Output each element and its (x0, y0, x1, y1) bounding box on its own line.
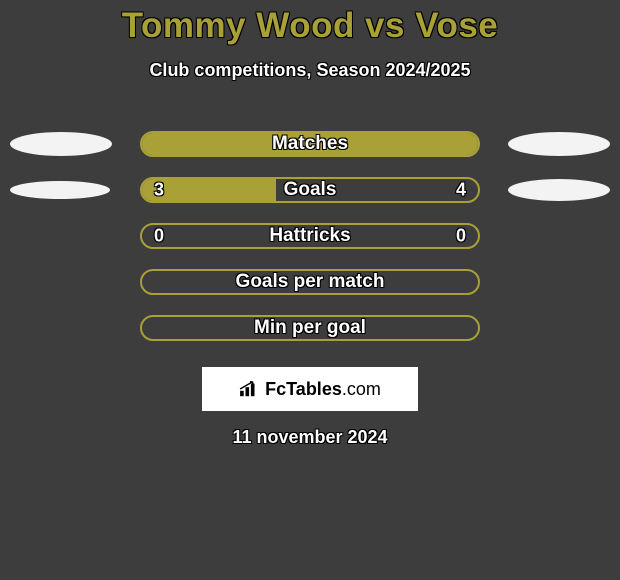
stat-row: Goals per match (0, 259, 620, 305)
stat-label: Matches (142, 133, 478, 155)
logo-box: FcTables.com (202, 367, 418, 411)
stat-row: Min per goal (0, 305, 620, 351)
stat-pill: Goals per match (140, 269, 480, 295)
player-right-ellipse (508, 132, 610, 156)
stat-value-left: 0 (154, 226, 164, 247)
logo-text: FcTables.com (265, 379, 381, 400)
infographic-container: Tommy Wood vs Vose Club competitions, Se… (0, 0, 620, 448)
stat-row: Goals3 4 (0, 167, 620, 213)
stat-label: Min per goal (142, 317, 478, 339)
stat-value-right: 4 (456, 180, 466, 201)
stat-row: Hattricks0 0 (0, 213, 620, 259)
stat-pill: Hattricks0 0 (140, 223, 480, 249)
stat-pill: Matches (140, 131, 480, 157)
bar-chart-icon (239, 380, 261, 398)
page-subtitle: Club competitions, Season 2024/2025 (0, 60, 620, 81)
stat-row: Matches (0, 121, 620, 167)
stat-pill: Min per goal (140, 315, 480, 341)
logo-text-rest: .com (342, 379, 381, 399)
stat-bar: Min per goal (140, 315, 480, 341)
stat-bar: Matches (140, 131, 480, 157)
stat-bar: Goals3 4 (140, 177, 480, 203)
player-right-ellipse (508, 179, 610, 201)
stat-label: Hattricks (142, 225, 478, 247)
stat-pill: Goals3 4 (140, 177, 480, 203)
stat-value-right: 0 (456, 226, 466, 247)
player-left-ellipse (10, 181, 110, 199)
stat-label: Goals per match (142, 271, 478, 293)
stat-bar: Hattricks0 0 (140, 223, 480, 249)
comparison-chart: Matches Goals3 4 Hattricks0 0 Goals per match… (0, 121, 620, 351)
stat-bar: Goals per match (140, 269, 480, 295)
stat-value-left: 3 (154, 180, 164, 201)
logo-text-bold: FcTables (265, 379, 342, 399)
player-left-ellipse (10, 132, 112, 156)
stat-label: Goals (142, 179, 478, 201)
page-title: Tommy Wood vs Vose (0, 6, 620, 46)
date-label: 11 november 2024 (0, 427, 620, 448)
